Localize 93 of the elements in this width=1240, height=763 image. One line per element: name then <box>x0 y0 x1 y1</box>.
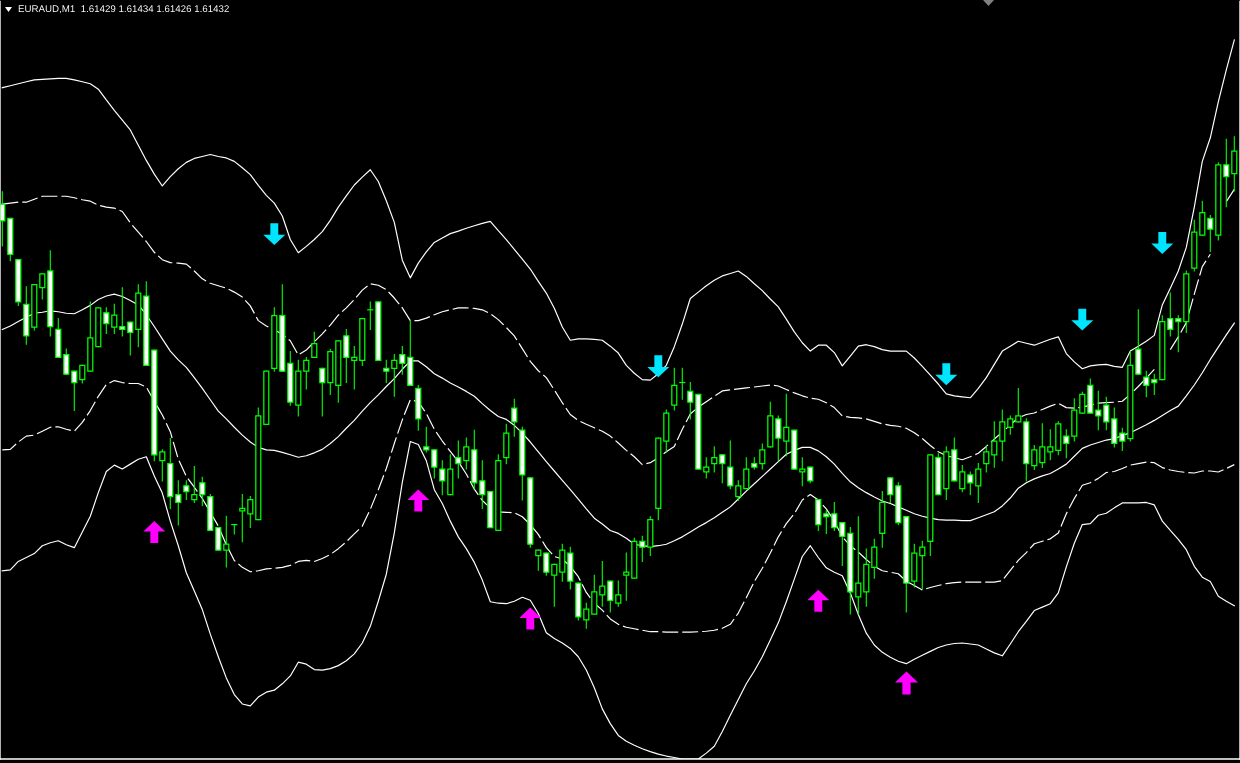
candlestick <box>871 538 878 579</box>
candlestick <box>607 580 614 613</box>
candlestick <box>1167 292 1174 337</box>
candlestick <box>439 460 446 496</box>
candlestick <box>1039 423 1046 469</box>
candlestick <box>783 393 790 457</box>
candlestick <box>799 457 806 487</box>
candlestick <box>127 321 134 356</box>
candlestick <box>559 543 566 582</box>
point <box>1071 308 1094 331</box>
candlestick <box>839 521 846 566</box>
candlestick <box>831 501 838 532</box>
candlestick <box>39 273 46 300</box>
candlestick <box>735 480 742 502</box>
candlestick <box>775 415 782 462</box>
candlestick <box>1031 444 1038 471</box>
candlestick <box>1151 373 1158 395</box>
point <box>935 363 958 386</box>
candlestick <box>1199 200 1206 236</box>
candlestick <box>367 301 374 331</box>
candlestick <box>1175 315 1182 353</box>
candlestick <box>1063 429 1070 459</box>
point <box>807 589 830 612</box>
candlestick <box>455 440 462 479</box>
candlestick <box>343 328 350 384</box>
candlestick <box>1119 427 1126 451</box>
candlestick <box>1103 396 1110 431</box>
candlestick <box>599 560 606 607</box>
candlestick <box>687 381 694 420</box>
candlestick <box>983 445 990 473</box>
candlestick <box>1007 415 1014 435</box>
point <box>407 489 430 512</box>
candlestick <box>247 496 254 529</box>
candlestick <box>1231 136 1238 192</box>
candlestick <box>999 409 1006 462</box>
candlestick <box>959 465 966 493</box>
candlestick <box>175 480 182 526</box>
point <box>519 607 542 630</box>
candlestick <box>711 446 718 473</box>
candlestick <box>759 443 766 470</box>
candlestick <box>543 552 550 576</box>
candlestick <box>463 437 470 470</box>
candlestick <box>111 303 118 334</box>
candlestick <box>1015 387 1022 423</box>
candlestick <box>399 346 406 375</box>
candlestick <box>223 515 230 568</box>
candlestick <box>511 398 518 437</box>
candlestick <box>319 367 326 417</box>
candlestick <box>351 346 358 390</box>
candlestick <box>391 353 398 397</box>
candlestick <box>1207 214 1214 252</box>
candlestick <box>535 549 542 571</box>
candlestick <box>551 563 558 607</box>
candlestick <box>1079 391 1086 414</box>
candlestick <box>975 463 982 504</box>
candlestick <box>919 540 926 590</box>
candlestick <box>727 440 734 490</box>
candlestick <box>311 331 318 359</box>
candlestick <box>823 510 830 534</box>
candlestick <box>967 471 974 496</box>
candlestick <box>679 367 686 400</box>
candlestick <box>991 421 998 468</box>
candlestick <box>583 602 590 629</box>
candlestick <box>383 359 390 384</box>
candlestick <box>215 526 222 551</box>
chart-title: EURAUD,M1 1.61429 1.61434 1.61426 1.61432 <box>18 5 229 14</box>
candlestick <box>183 480 190 501</box>
candlestick <box>1143 370 1150 398</box>
candlestick <box>615 580 622 607</box>
candlestick <box>191 466 198 504</box>
candlestick <box>855 516 862 615</box>
candlestick <box>623 552 630 601</box>
candlestick <box>1095 390 1102 431</box>
candlestick <box>63 348 70 375</box>
candlestick <box>743 457 750 490</box>
candlestick <box>671 367 678 411</box>
point <box>143 520 166 543</box>
candlestick <box>591 574 598 615</box>
candlestick <box>479 460 486 509</box>
candlestick <box>231 523 238 535</box>
candlestick <box>1047 429 1054 461</box>
point <box>263 223 286 246</box>
candlestick <box>199 476 206 506</box>
candlestick <box>431 449 438 479</box>
candlestick <box>103 307 110 334</box>
candlestick <box>887 477 894 504</box>
candlestick <box>159 449 166 482</box>
candlestick <box>719 454 726 484</box>
point <box>647 355 670 378</box>
candlestick <box>71 370 78 412</box>
candlestick <box>703 457 710 479</box>
candlestick <box>303 356 310 390</box>
point <box>1151 231 1174 254</box>
